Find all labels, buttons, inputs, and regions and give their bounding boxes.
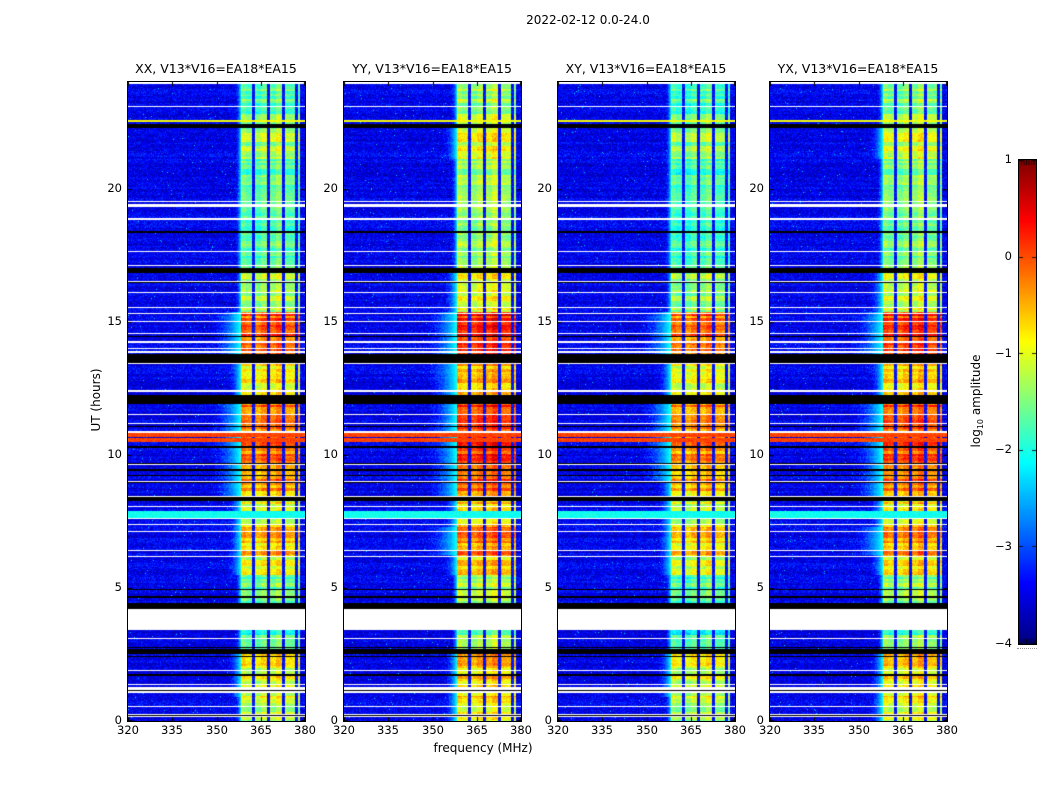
x-tick-label: 365 [250, 723, 272, 737]
panel-title-yx: YX, V13*V16=EA18*EA15 [777, 61, 939, 76]
y-tick-label: 10 [537, 447, 552, 461]
colorbar [1018, 159, 1037, 645]
y-tick-label: 5 [756, 580, 764, 594]
y-tick-label: 15 [323, 314, 338, 328]
colorbar-tick-label: 0 [1004, 248, 1012, 263]
y-tick-label: 20 [323, 181, 338, 195]
y-tick-label: 0 [114, 713, 122, 727]
x-tick-label: 365 [680, 723, 702, 737]
colorbar-tick-label: −1 [995, 345, 1012, 360]
x-tick-label: 320 [759, 723, 781, 737]
x-tick-label: 335 [377, 723, 399, 737]
y-tick-label: 0 [330, 713, 338, 727]
x-tick-label: 320 [547, 723, 569, 737]
y-tick-label: 20 [107, 181, 122, 195]
spectrogram-panel-1 [343, 81, 522, 722]
colorbar-label: log10 amplitude [969, 355, 985, 448]
colorbar-tick-label: −4 [995, 636, 1012, 650]
colorbar-tick-label: −3 [995, 539, 1012, 554]
spectrogram-panel-3 [769, 81, 948, 722]
x-axis-label: frequency (MHz) [433, 741, 533, 755]
y-tick-label: 0 [544, 713, 552, 727]
figure-title: 2022-02-12 0.0-24.0 [526, 13, 650, 27]
x-tick-label: 335 [803, 723, 825, 737]
y-tick-label: 5 [544, 580, 552, 594]
y-tick-label: 15 [107, 314, 122, 328]
panel-title-xy: XY, V13*V16=EA18*EA15 [565, 61, 727, 76]
x-tick-label: 380 [936, 723, 958, 737]
y-tick-label: 10 [749, 447, 764, 461]
y-tick-label: 10 [323, 447, 338, 461]
x-tick-label: 350 [206, 723, 228, 737]
spectrogram-canvas-0 [128, 82, 305, 721]
y-tick-label: 20 [749, 181, 764, 195]
colorbar-label-prefix: log [968, 429, 983, 448]
x-tick-label: 365 [892, 723, 914, 737]
panel-title-xx: XX, V13*V16=EA18*EA15 [135, 61, 297, 76]
spectrogram-panel-0 [127, 81, 306, 722]
spectrogram-canvas-2 [558, 82, 735, 721]
x-tick-label: 320 [117, 723, 139, 737]
x-tick-label: 350 [422, 723, 444, 737]
spectrogram-canvas-1 [344, 82, 521, 721]
y-tick-label: 10 [107, 447, 122, 461]
colorbar-gradient [1019, 160, 1036, 644]
spectrogram-panel-2 [557, 81, 736, 722]
spectrogram-canvas-3 [770, 82, 947, 721]
x-tick-label: 380 [294, 723, 316, 737]
y-tick-label: 0 [756, 713, 764, 727]
colorbar-label-sub: 10 [976, 418, 986, 430]
x-tick-label: 335 [591, 723, 613, 737]
y-tick-label: 20 [537, 181, 552, 195]
x-tick-label: 380 [510, 723, 532, 737]
colorbar-tick-label: −2 [995, 442, 1012, 457]
x-tick-label: 350 [636, 723, 658, 737]
x-tick-label: 365 [466, 723, 488, 737]
y-tick-label: 15 [749, 314, 764, 328]
panel-title-yy: YY, V13*V16=EA18*EA15 [352, 61, 512, 76]
y-tick-label: 5 [114, 580, 122, 594]
y-tick-label: 15 [537, 314, 552, 328]
colorbar-label-suffix: amplitude [968, 354, 983, 419]
colorbar-minor-ticks [1017, 648, 1037, 649]
colorbar-tick-label: 1 [1004, 152, 1012, 166]
y-axis-label: UT (hours) [89, 368, 103, 432]
y-tick-label: 5 [330, 580, 338, 594]
x-tick-label: 335 [161, 723, 183, 737]
x-tick-label: 320 [333, 723, 355, 737]
x-tick-label: 380 [724, 723, 746, 737]
x-tick-label: 350 [848, 723, 870, 737]
